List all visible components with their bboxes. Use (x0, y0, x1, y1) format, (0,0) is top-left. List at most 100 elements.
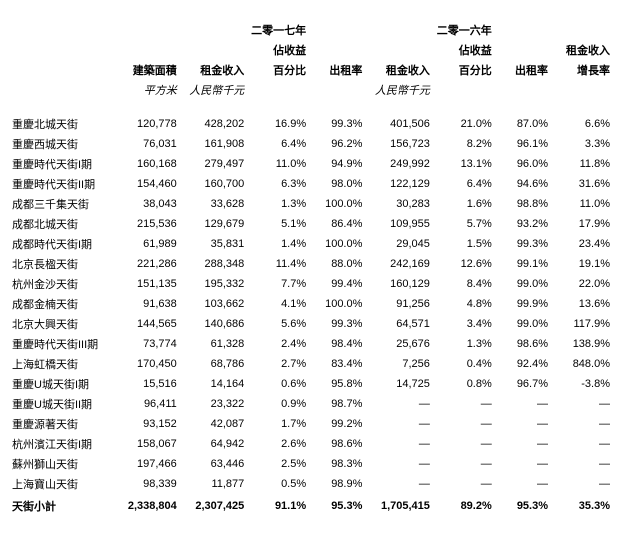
cell-rent16: — (364, 414, 432, 434)
header-occ17: 出租率 (308, 60, 364, 80)
cell-rent16: 160,129 (364, 274, 432, 294)
cell-growth: 3.3% (550, 134, 612, 154)
cell-pct16: 4.8% (432, 294, 494, 314)
cell-occ16: — (494, 474, 550, 494)
cell-occ16: — (494, 394, 550, 414)
total-rent16: 1,705,415 (364, 494, 432, 516)
total-rent17: 2,307,425 (179, 494, 247, 516)
cell-occ17: 95.8% (308, 374, 364, 394)
cell-rent17: 61,328 (179, 334, 247, 354)
cell-rent16: 156,723 (364, 134, 432, 154)
cell-pct17: 2.4% (246, 334, 308, 354)
cell-pct16: 13.1% (432, 154, 494, 174)
table-row: 成都時代天街I期61,98935,8311.4%100.0%29,0451.5%… (10, 234, 612, 254)
cell-occ17: 98.0% (308, 174, 364, 194)
cell-name: 上海虹橋天街 (10, 354, 111, 374)
cell-rent17: 64,942 (179, 434, 247, 454)
cell-pct17: 1.7% (246, 414, 308, 434)
cell-rent16: 242,169 (364, 254, 432, 274)
cell-name: 蘇州獅山天街 (10, 454, 111, 474)
cell-growth: 848.0% (550, 354, 612, 374)
cell-occ16: 99.9% (494, 294, 550, 314)
cell-pct17: 4.1% (246, 294, 308, 314)
header-pct17-mid: 佔收益 (246, 40, 308, 60)
cell-growth: 6.6% (550, 114, 612, 134)
cell-name: 重慶時代天街II期 (10, 174, 111, 194)
cell-rent16: 7,256 (364, 354, 432, 374)
cell-name: 重慶時代天街III期 (10, 334, 111, 354)
cell-pct16: — (432, 454, 494, 474)
table-row: 重慶時代天街II期154,460160,7006.3%98.0%122,1296… (10, 174, 612, 194)
table-row: 重慶源著天街93,15242,0871.7%99.2%———— (10, 414, 612, 434)
cell-occ16: — (494, 434, 550, 454)
header-pct17: 百分比 (246, 60, 308, 80)
cell-name: 重慶時代天街I期 (10, 154, 111, 174)
cell-rent17: 35,831 (179, 234, 247, 254)
cell-pct16: — (432, 474, 494, 494)
cell-rent17: 42,087 (179, 414, 247, 434)
cell-rent17: 103,662 (179, 294, 247, 314)
cell-occ17: 88.0% (308, 254, 364, 274)
cell-pct17: 1.4% (246, 234, 308, 254)
cell-occ16: 92.4% (494, 354, 550, 374)
table-row: 北京大興天街144,565140,6865.6%99.3%64,5713.4%9… (10, 314, 612, 334)
cell-pct17: 5.1% (246, 214, 308, 234)
header-pct16-mid: 佔收益 (432, 40, 494, 60)
cell-rent17: 140,686 (179, 314, 247, 334)
cell-occ16: 94.6% (494, 174, 550, 194)
cell-pct17: 2.7% (246, 354, 308, 374)
cell-name: 北京長楹天街 (10, 254, 111, 274)
cell-growth: — (550, 454, 612, 474)
header-year-2017: 二零一七年 (246, 20, 308, 40)
cell-area: 221,286 (111, 254, 179, 274)
table-row: 北京長楹天街221,286288,34811.4%88.0%242,16912.… (10, 254, 612, 274)
cell-name: 北京大興天街 (10, 314, 111, 334)
cell-area: 154,460 (111, 174, 179, 194)
cell-name: 成都時代天街I期 (10, 234, 111, 254)
cell-area: 151,135 (111, 274, 179, 294)
cell-area: 158,067 (111, 434, 179, 454)
table-row: 成都三千集天街38,04333,6281.3%100.0%30,2831.6%9… (10, 194, 612, 214)
cell-pct16: 0.4% (432, 354, 494, 374)
cell-occ16: — (494, 414, 550, 434)
cell-growth: 19.1% (550, 254, 612, 274)
cell-pct16: — (432, 414, 494, 434)
total-pct17: 91.1% (246, 494, 308, 516)
cell-occ17: 98.9% (308, 474, 364, 494)
cell-pct17: 2.6% (246, 434, 308, 454)
table-row: 上海寶山天街98,33911,8770.5%98.9%———— (10, 474, 612, 494)
cell-occ16: 98.8% (494, 194, 550, 214)
header-rent16: 租金收入 (364, 60, 432, 80)
cell-area: 120,778 (111, 114, 179, 134)
cell-occ17: 98.7% (308, 394, 364, 414)
cell-rent17: 195,332 (179, 274, 247, 294)
cell-pct17: 6.3% (246, 174, 308, 194)
cell-occ16: 99.3% (494, 234, 550, 254)
total-name: 天街小計 (10, 494, 111, 516)
cell-pct16: 5.7% (432, 214, 494, 234)
cell-pct16: — (432, 434, 494, 454)
header-growth: 增長率 (550, 60, 612, 80)
cell-growth: 11.0% (550, 194, 612, 214)
table-row: 重慶北城天街120,778428,20216.9%99.3%401,50621.… (10, 114, 612, 134)
cell-occ17: 99.3% (308, 314, 364, 334)
table-body: 重慶北城天街120,778428,20216.9%99.3%401,50621.… (10, 100, 612, 516)
cell-rent16: 30,283 (364, 194, 432, 214)
cell-rent16: — (364, 394, 432, 414)
cell-rent17: 160,700 (179, 174, 247, 194)
cell-growth: 22.0% (550, 274, 612, 294)
cell-rent16: 25,676 (364, 334, 432, 354)
cell-area: 73,774 (111, 334, 179, 354)
cell-growth: 31.6% (550, 174, 612, 194)
cell-area: 15,516 (111, 374, 179, 394)
cell-pct16: 1.6% (432, 194, 494, 214)
cell-occ17: 100.0% (308, 194, 364, 214)
cell-occ16: 99.0% (494, 274, 550, 294)
cell-rent16: 109,955 (364, 214, 432, 234)
cell-rent16: 64,571 (364, 314, 432, 334)
header-occ16: 出租率 (494, 60, 550, 80)
header-year-2016: 二零一六年 (432, 20, 494, 40)
cell-rent17: 23,322 (179, 394, 247, 414)
table-row: 重慶時代天街I期160,168279,49711.0%94.9%249,9921… (10, 154, 612, 174)
cell-rent17: 288,348 (179, 254, 247, 274)
